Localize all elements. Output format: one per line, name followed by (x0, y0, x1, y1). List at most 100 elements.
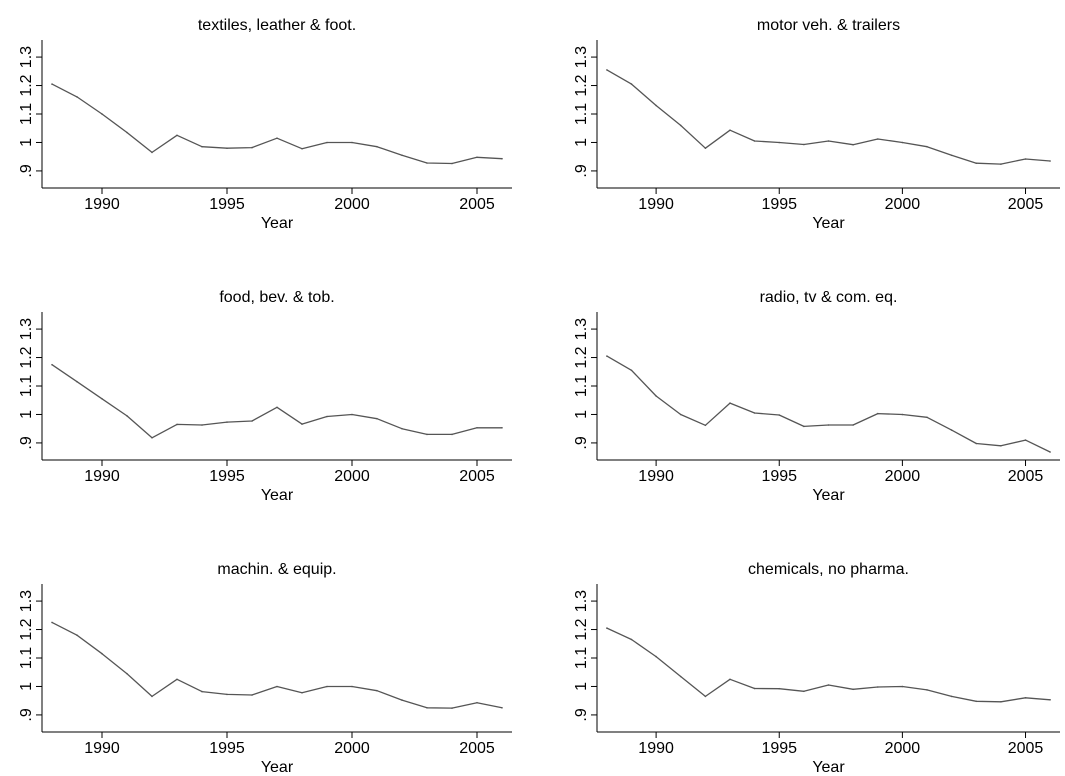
data-point (276, 406, 278, 409)
data-point (803, 143, 805, 146)
x-tick-label: 2000 (334, 196, 370, 213)
data-point (501, 707, 503, 709)
data-point (126, 415, 128, 417)
x-axis-label: Year (812, 759, 845, 776)
data-point (326, 685, 328, 688)
data-point (729, 402, 731, 404)
panel-title: food, bev. & tob. (219, 289, 334, 306)
y-tick-label: 1.1 (573, 647, 590, 669)
y-tick-label: 1.2 (573, 74, 590, 96)
data-point (101, 113, 103, 115)
data-point (630, 638, 633, 641)
data-point (126, 131, 128, 134)
y-tick-label: .9 (18, 708, 35, 721)
data-point (827, 424, 830, 426)
y-tick-label: 1.2 (18, 618, 35, 640)
x-tick-label: 2000 (885, 468, 921, 485)
series-line (606, 355, 1051, 453)
data-point (778, 687, 780, 690)
y-tick-label: 1.3 (18, 46, 35, 68)
data-point (201, 424, 203, 426)
data-point (176, 134, 178, 137)
data-point (201, 690, 203, 693)
data-point (655, 395, 657, 397)
x-axis-label: Year (261, 487, 294, 504)
data-point (778, 141, 780, 144)
x-tick-label: 2005 (459, 468, 495, 485)
data-point (926, 416, 928, 419)
data-point (803, 690, 805, 693)
x-tick-label: 1995 (209, 196, 245, 213)
y-tick-label: 1.3 (573, 590, 590, 612)
data-point (950, 695, 953, 698)
data-point (803, 425, 805, 428)
data-point (679, 413, 682, 416)
data-point (326, 141, 328, 144)
y-tick-label: 1 (18, 138, 35, 147)
y-tick-label: 1.2 (573, 618, 590, 640)
x-tick-label: 1995 (761, 468, 797, 485)
data-point (176, 678, 178, 681)
data-point (76, 96, 78, 98)
data-point (975, 442, 978, 445)
x-tick-label: 1995 (209, 468, 245, 485)
data-point (351, 141, 353, 144)
x-tick-label: 1990 (84, 740, 120, 757)
data-point (606, 69, 608, 71)
data-point (926, 689, 928, 691)
y-tick-label: 1 (18, 410, 35, 419)
data-point (501, 157, 503, 160)
data-point (251, 420, 253, 422)
data-point (126, 672, 128, 675)
x-tick-label: 2000 (334, 468, 370, 485)
panel-title: radio, tv & com. eq. (760, 289, 898, 306)
panel-1: textiles, leather & foot. .9 1 1.1 1.2 1.3 199… (18, 17, 512, 232)
data-point (201, 145, 203, 148)
data-point (1049, 160, 1051, 162)
x-axis-label: Year (261, 215, 294, 232)
y-tick-label: 1 (573, 410, 590, 419)
data-point (877, 412, 879, 415)
x-tick-label: 1990 (84, 196, 120, 213)
y-tick-label: .9 (573, 164, 590, 177)
data-point (76, 380, 78, 383)
series-line (51, 364, 502, 439)
data-point (101, 398, 103, 400)
data-point (1024, 439, 1027, 441)
data-point (276, 685, 278, 688)
data-point (376, 689, 378, 692)
data-point (226, 147, 228, 149)
data-point (975, 162, 978, 164)
data-point (852, 143, 854, 146)
x-tick-label: 2005 (1008, 468, 1044, 485)
data-point (729, 129, 731, 131)
data-point (753, 140, 756, 142)
data-point (251, 146, 253, 149)
data-point (630, 369, 633, 372)
y-tick-label: 1.3 (573, 46, 590, 68)
y-tick-label: .9 (18, 164, 35, 177)
panel-3: food, bev. & tob. .9 1 1.1 1.2 1.3 1990 1995 200… (18, 289, 512, 504)
x-tick-label: 1995 (761, 740, 797, 757)
series-line (51, 621, 503, 709)
data-point (351, 413, 353, 416)
data-point (426, 162, 428, 164)
data-point (401, 427, 403, 430)
y-tick-label: 1.2 (18, 74, 35, 96)
data-point (451, 433, 453, 436)
data-point (901, 685, 904, 688)
data-point (1024, 697, 1027, 699)
data-point (101, 652, 103, 655)
data-point (606, 627, 608, 629)
data-point (704, 147, 707, 149)
x-tick-label: 2000 (885, 196, 921, 213)
y-tick-label: 1 (18, 682, 35, 691)
x-tick-label: 1990 (84, 468, 120, 485)
y-tick-label: 1.1 (18, 647, 35, 669)
x-tick-label: 1990 (638, 196, 674, 213)
data-point (729, 678, 731, 681)
y-tick-label: 1.2 (573, 346, 590, 368)
panel-title: textiles, leather & foot. (198, 17, 356, 34)
data-point (655, 655, 657, 658)
data-point (501, 427, 503, 429)
